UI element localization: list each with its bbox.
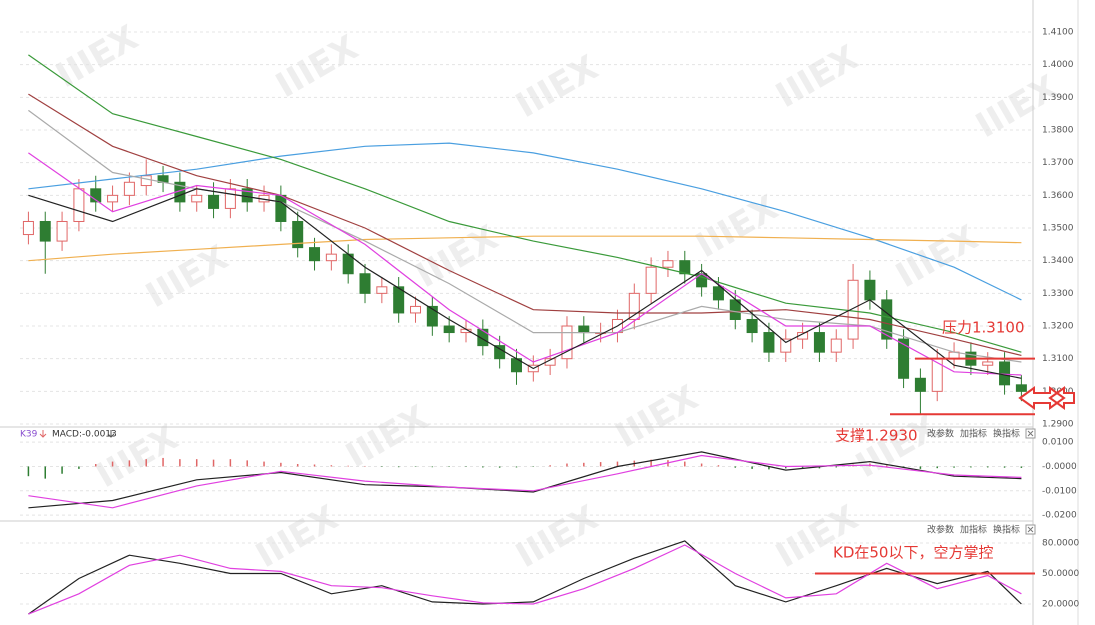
candle-body <box>628 292 640 320</box>
y-tick-label: 1.3300 <box>1042 289 1074 299</box>
y-tick-label: 1.3700 <box>1042 158 1074 168</box>
y-tick-label: 1.3800 <box>1042 126 1074 136</box>
candle-body <box>309 247 321 262</box>
candle-body <box>22 220 34 236</box>
candle-body <box>140 175 152 187</box>
y-tick-label: -0.0200 <box>1042 511 1077 521</box>
indicator-line <box>28 451 1022 509</box>
candle-body <box>393 286 405 314</box>
candle-body <box>73 188 85 222</box>
y-tick-label: -0.0100 <box>1042 486 1077 496</box>
y-tick-label: 1.3600 <box>1042 191 1074 201</box>
candle-body <box>292 220 304 249</box>
indicator-line <box>28 152 1022 376</box>
indicator-line <box>28 93 1022 356</box>
candle-body <box>763 332 775 353</box>
double-arrow-icon <box>1018 386 1075 410</box>
candle-body <box>224 188 236 209</box>
candle-body <box>982 361 994 366</box>
candle-body <box>275 194 287 222</box>
indicator-line <box>28 454 1022 509</box>
close-icon <box>1027 430 1034 437</box>
candle-body <box>813 332 825 353</box>
annotation-label: KD在50以下，空方掌控 <box>833 544 993 562</box>
candle-body <box>931 358 943 392</box>
y-tick-label: 1.4100 <box>1042 28 1074 38</box>
indicator-line <box>28 54 1022 353</box>
candle-body <box>712 286 724 301</box>
macd-label: MACD:-0.0013 <box>52 430 117 440</box>
toolbar: 改参数 加指标 换指标 <box>927 524 1036 536</box>
candle-body <box>325 253 337 262</box>
candle-body <box>898 338 910 379</box>
add-indicator-button[interactable]: 加指标 <box>960 524 987 536</box>
y-tick-label: 80.0000 <box>1042 538 1079 548</box>
candle-body <box>56 220 68 242</box>
indicator-line <box>28 235 1022 262</box>
toolbar: 改参数 加指标 换指标 <box>927 428 1036 440</box>
plots: 1.29001.30001.31001.32001.33001.34001.35… <box>20 28 1079 615</box>
candle-body <box>376 286 388 294</box>
candle-body <box>578 325 590 334</box>
candle-body <box>410 305 422 314</box>
switch-indicator-button[interactable]: 换指标 <box>993 428 1020 440</box>
y-tick-label: 1.4000 <box>1042 60 1074 70</box>
y-tick-label: 1.3100 <box>1042 354 1074 364</box>
candle-body <box>864 279 876 301</box>
candle-body <box>426 305 438 327</box>
candle-body <box>881 299 893 340</box>
candle-body <box>830 338 842 353</box>
add-indicator-button[interactable]: 加指标 <box>960 428 987 440</box>
candle-body <box>191 194 203 203</box>
candle-body <box>746 318 758 334</box>
y-tick-label: 1.3400 <box>1042 256 1074 266</box>
candle-body <box>494 345 506 360</box>
candle-body <box>645 266 657 294</box>
candle-body <box>679 260 691 275</box>
y-tick-label: 0.0100 <box>1042 438 1074 448</box>
y-tick-label: 1.3200 <box>1042 322 1074 332</box>
indicator-line <box>28 188 1022 379</box>
y-tick-label: 1.3500 <box>1042 224 1074 234</box>
candle-body <box>780 338 792 353</box>
y-tick-label: 1.2900 <box>1042 420 1074 430</box>
candle-body <box>561 325 573 360</box>
candle-body <box>1015 384 1027 392</box>
y-tick-label: 50.0000 <box>1042 569 1079 579</box>
annotation-label: 压力1.3100 <box>942 319 1025 337</box>
edit-params-button[interactable]: 改参数 <box>927 428 954 440</box>
candle-body <box>90 188 102 203</box>
arrow-icon <box>107 430 115 438</box>
annotation-label: 支撑1.2930 <box>835 427 918 445</box>
candle-body <box>123 181 135 196</box>
candle-body <box>477 328 489 347</box>
candle-body <box>208 194 220 209</box>
switch-indicator-button[interactable]: 换指标 <box>993 524 1020 536</box>
y-tick-label: 1.3900 <box>1042 93 1074 103</box>
close-icon <box>1027 526 1034 533</box>
candle-body <box>999 361 1011 386</box>
indicator-line <box>28 142 1022 301</box>
y-tick-label: 20.0000 <box>1042 599 1079 609</box>
indicator-label: K39 <box>20 430 38 440</box>
candle-body <box>847 279 859 340</box>
candle-body <box>39 220 51 242</box>
candle-body <box>443 325 455 334</box>
edit-params-button[interactable]: 改参数 <box>927 524 954 536</box>
arrow-icon <box>39 430 47 438</box>
candle-body <box>359 273 371 294</box>
candle-body <box>914 377 926 392</box>
candle-body <box>107 194 119 203</box>
candle-body <box>662 260 674 268</box>
y-tick-label: -0.0000 <box>1042 462 1077 472</box>
